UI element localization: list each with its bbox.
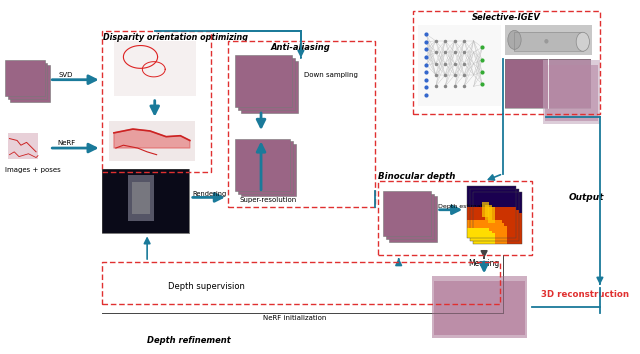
Bar (470, 223, 504, 241)
Bar (505, 59, 591, 108)
Text: Selective-IGEV: Selective-IGEV (472, 13, 540, 22)
Bar (378, 181, 532, 255)
Bar (473, 192, 522, 244)
Polygon shape (114, 129, 190, 148)
Bar (8, 133, 38, 159)
Bar (473, 192, 522, 244)
Bar (470, 189, 519, 241)
Bar (467, 207, 516, 238)
Bar (236, 55, 292, 107)
Bar (473, 234, 495, 244)
Bar (10, 65, 51, 102)
Bar (236, 138, 291, 191)
Text: Anti-aliasing: Anti-aliasing (271, 43, 331, 52)
Text: Binocular depth: Binocular depth (378, 172, 455, 181)
Bar (241, 61, 298, 113)
Bar (102, 262, 500, 304)
Bar (467, 228, 489, 238)
Bar (228, 41, 375, 207)
Bar (484, 205, 492, 220)
Text: Depth supervision: Depth supervision (168, 282, 244, 291)
Text: Down sampling: Down sampling (304, 72, 358, 78)
Bar (515, 32, 583, 51)
Bar (515, 32, 583, 51)
Bar (102, 31, 211, 172)
Text: Disparity orientation optimizing: Disparity orientation optimizing (104, 33, 248, 42)
Bar (543, 60, 600, 124)
Bar (434, 281, 525, 335)
Text: SVD: SVD (59, 72, 73, 78)
Bar (128, 175, 154, 221)
Text: Super-resolution: Super-resolution (239, 198, 296, 204)
Text: NeRF: NeRF (57, 141, 76, 147)
Text: Output: Output (569, 193, 604, 202)
Bar (241, 144, 296, 196)
Bar (387, 194, 434, 239)
Bar (238, 141, 293, 194)
Bar (238, 58, 295, 110)
Bar (102, 169, 189, 234)
Text: Merging: Merging (468, 259, 500, 268)
Text: Images + poses: Images + poses (4, 167, 61, 173)
Bar (470, 189, 519, 241)
Bar (467, 220, 502, 238)
Text: ●: ● (543, 38, 548, 43)
Ellipse shape (576, 32, 589, 51)
Bar (109, 121, 195, 161)
Bar (473, 225, 508, 244)
Bar (413, 11, 600, 114)
Bar (505, 25, 592, 55)
Bar (418, 25, 501, 106)
Bar (488, 207, 495, 223)
Text: NeRF initialization: NeRF initialization (262, 315, 326, 321)
Text: 3D reconstruction: 3D reconstruction (541, 290, 629, 299)
Bar (467, 186, 516, 238)
Bar (8, 63, 47, 99)
Bar (505, 59, 548, 108)
Bar (389, 196, 436, 242)
Bar (482, 202, 489, 217)
Bar (470, 231, 492, 241)
Bar (432, 276, 527, 338)
Bar (473, 213, 522, 244)
Bar (114, 41, 196, 96)
Bar (132, 182, 150, 214)
Bar (548, 59, 591, 108)
Bar (467, 186, 516, 238)
Bar (383, 191, 431, 236)
Bar (432, 276, 527, 338)
Text: Depth refinement: Depth refinement (147, 336, 231, 345)
Bar (4, 60, 45, 96)
Ellipse shape (508, 30, 521, 49)
Text: Depth estimation: Depth estimation (438, 204, 492, 209)
Bar (545, 64, 598, 121)
Text: Rendering: Rendering (193, 191, 227, 197)
Bar (543, 60, 600, 124)
Bar (102, 169, 189, 234)
Bar (470, 210, 519, 241)
